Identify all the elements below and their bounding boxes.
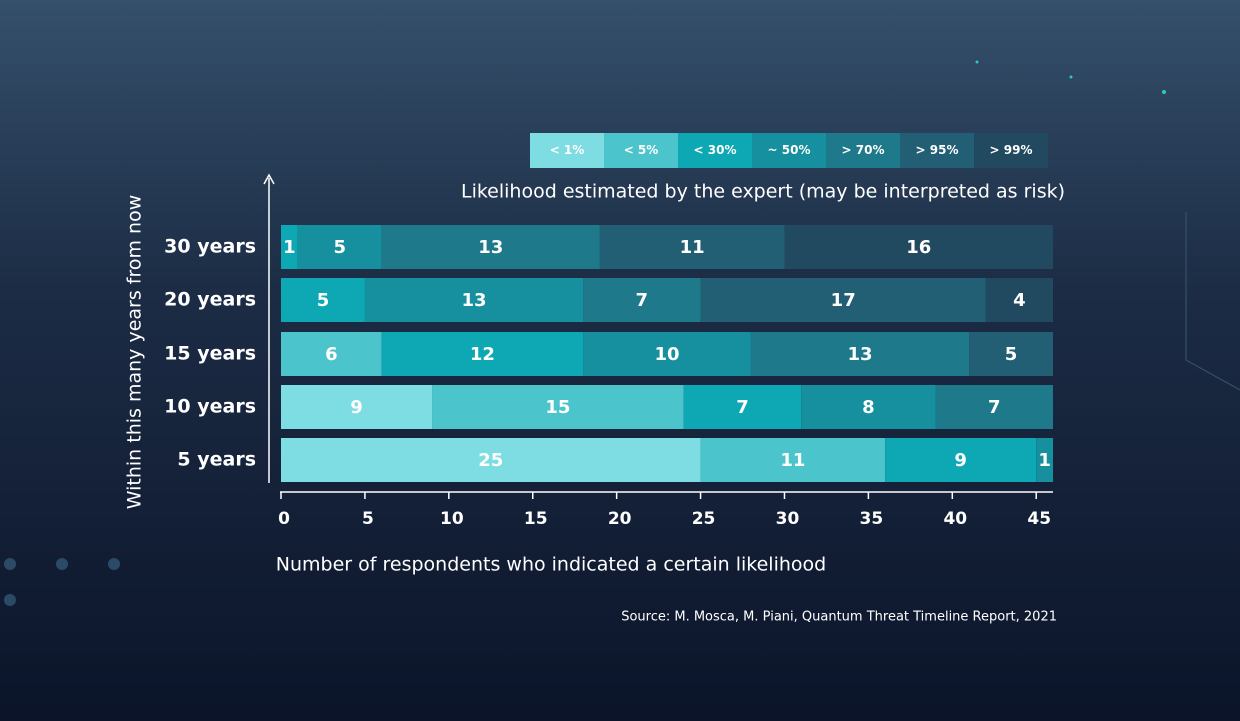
source: Source: M. Mosca, M. Piani, Quantum Thre…: [621, 610, 1057, 625]
data-label: 16: [906, 237, 931, 258]
legend-swatch: [604, 133, 678, 168]
data-label: 5: [317, 290, 330, 311]
legend-swatch: [826, 133, 900, 168]
x-tick-label: 35: [860, 509, 884, 529]
data-label: 7: [736, 397, 749, 418]
legend-label: < 5%: [624, 143, 659, 157]
bar-segment: [381, 225, 600, 269]
data-label: 12: [470, 344, 495, 365]
dot: [108, 558, 120, 570]
x-tick-label: 15: [524, 509, 548, 529]
x-tick-label: 40: [943, 509, 967, 529]
bar-segment: [801, 385, 936, 429]
y-tick-label: 10 years: [164, 396, 256, 418]
legend-label: > 99%: [990, 143, 1033, 157]
dot: [975, 60, 979, 64]
legend-label: ~ 50%: [768, 143, 811, 157]
arrow-head: [263, 173, 275, 185]
data-label: 7: [988, 397, 1001, 418]
x-tick-label: 30: [776, 509, 800, 529]
legend-swatch: [900, 133, 974, 168]
y-tick-label: 5 years: [177, 449, 256, 471]
bar-segment: [969, 332, 1053, 376]
legend-swatch: [678, 133, 752, 168]
y-tick-label: 20 years: [164, 289, 256, 311]
y-tick-label: 30 years: [164, 236, 256, 258]
data-label: 1: [283, 237, 296, 258]
bar-segment: [700, 438, 886, 482]
legend-title: Likelihood estimated by the expert (may …: [461, 181, 1065, 203]
bar-segment: [583, 332, 751, 376]
dot: [1069, 75, 1073, 79]
y-tick-label: 15 years: [164, 343, 256, 365]
legend-swatch: [752, 133, 826, 168]
bar-segment: [297, 225, 382, 269]
dot: [4, 594, 16, 606]
data-label: 15: [545, 397, 570, 418]
bar-segment: [281, 385, 433, 429]
bar-segment: [599, 225, 785, 269]
bar-segment: [281, 438, 701, 482]
bar-segment: [281, 332, 382, 376]
bar-segment: [935, 385, 1053, 429]
bar-segment: [885, 438, 1037, 482]
data-label: 4: [1013, 290, 1026, 311]
data-label: 5: [1005, 344, 1018, 365]
data-label: 7: [636, 290, 649, 311]
x-tick-label: 10: [440, 509, 464, 529]
data-label: 17: [831, 290, 856, 311]
dot: [56, 558, 68, 570]
dot: [1162, 90, 1166, 94]
bar-segment: [281, 225, 298, 269]
bar-segment: [683, 385, 802, 429]
bar-segment: [1036, 438, 1053, 482]
data-label: 5: [333, 237, 346, 258]
bar-segment: [583, 278, 701, 322]
bar-segment: [784, 225, 1053, 269]
data-label: 10: [654, 344, 679, 365]
dot: [4, 558, 16, 570]
data-label: 11: [780, 450, 805, 471]
data-label: 13: [478, 237, 503, 258]
bar-segment: [432, 385, 684, 429]
legend-swatch: [530, 133, 604, 168]
x-tick-label: 0: [278, 509, 290, 529]
legend-swatch: [974, 133, 1048, 168]
data-label: 13: [847, 344, 872, 365]
decoration: [4, 60, 1240, 606]
data-label: 8: [862, 397, 875, 418]
data-label: 13: [461, 290, 486, 311]
x-axis-label: Number of respondents who indicated a ce…: [276, 554, 826, 576]
legend-label: < 30%: [694, 143, 737, 157]
x-tick-label: 25: [692, 509, 716, 529]
bar-segment: [750, 332, 970, 376]
data-label: 6: [325, 344, 338, 365]
data-label: 1: [1038, 450, 1051, 471]
bar-segment: [381, 332, 584, 376]
x-tick-label: 5: [362, 509, 374, 529]
x-tick-label: 20: [608, 509, 632, 529]
bar-segment: [985, 278, 1053, 322]
data-label: 9: [954, 450, 967, 471]
data-label: 11: [680, 237, 705, 258]
bar-segment: [700, 278, 986, 322]
data-label: 25: [478, 450, 503, 471]
legend-label: > 95%: [916, 143, 959, 157]
deco-line: [1185, 212, 1240, 391]
bar-segment: [281, 278, 365, 322]
x-tick-label: 45: [1027, 509, 1051, 529]
legend-label: > 70%: [842, 143, 885, 157]
legend-label: < 1%: [550, 143, 585, 157]
y-axis-label: Within this many years from now: [124, 195, 146, 509]
bar-segment: [364, 278, 584, 322]
data-label: 9: [350, 397, 363, 418]
